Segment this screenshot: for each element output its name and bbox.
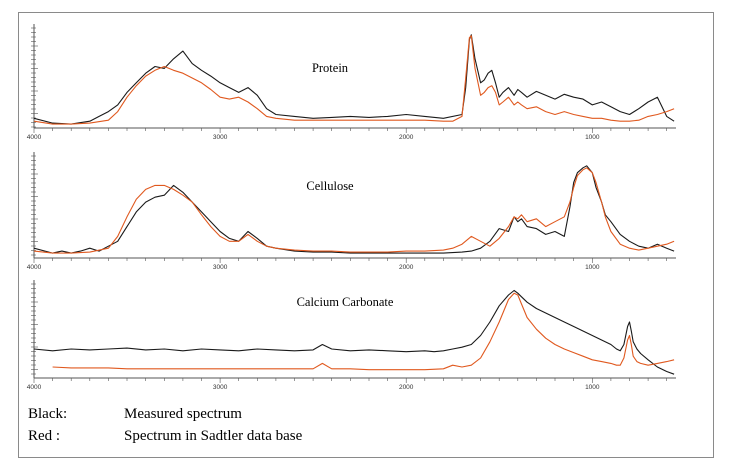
legend-black: Black: Measured spectrum bbox=[28, 404, 242, 424]
x-tick-label: 2000 bbox=[399, 384, 414, 391]
measured-spectrum-line bbox=[33, 165, 675, 254]
sadtler-spectrum-line bbox=[33, 35, 675, 125]
panel-3: 4000 3000 2000 1000 Calcium Carbonate bbox=[27, 280, 676, 391]
x-tick-label: 3000 bbox=[213, 264, 228, 271]
legend-red: Red : Spectrum in Sadtler data base bbox=[28, 426, 302, 446]
measured-spectrum-line bbox=[33, 34, 675, 125]
x-tick-label: 2000 bbox=[399, 134, 414, 141]
panel-2: 4000 3000 2000 1000 Cellulose bbox=[27, 152, 676, 271]
panel-title: Cellulose bbox=[306, 179, 354, 193]
x-tick-label: 4000 bbox=[27, 134, 42, 141]
legend-red-key: Red : bbox=[28, 428, 61, 444]
panel-1: 4000 3000 2000 1000 Protein bbox=[27, 24, 676, 141]
x-tick-label: 4000 bbox=[27, 384, 42, 391]
legend-black-text: Measured spectrum bbox=[124, 406, 242, 422]
x-tick-label: 1000 bbox=[585, 384, 600, 391]
legend-black-key: Black: bbox=[28, 406, 68, 422]
x-tick-label: 3000 bbox=[213, 134, 228, 141]
figure-frame bbox=[18, 12, 714, 458]
measured-spectrum-line bbox=[33, 289, 675, 375]
panel-title: Calcium Carbonate bbox=[297, 295, 394, 309]
panel-title: Protein bbox=[312, 61, 349, 75]
x-tick-label: 1000 bbox=[585, 264, 600, 271]
legend-red-text: Spectrum in Sadtler data base bbox=[124, 428, 303, 444]
x-tick-label: 1000 bbox=[585, 134, 600, 141]
x-tick-label: 4000 bbox=[27, 264, 42, 271]
sadtler-spectrum-line bbox=[33, 167, 675, 254]
x-tick-label: 2000 bbox=[399, 264, 414, 271]
x-tick-label: 3000 bbox=[213, 384, 228, 391]
sadtler-spectrum-line bbox=[52, 292, 675, 371]
